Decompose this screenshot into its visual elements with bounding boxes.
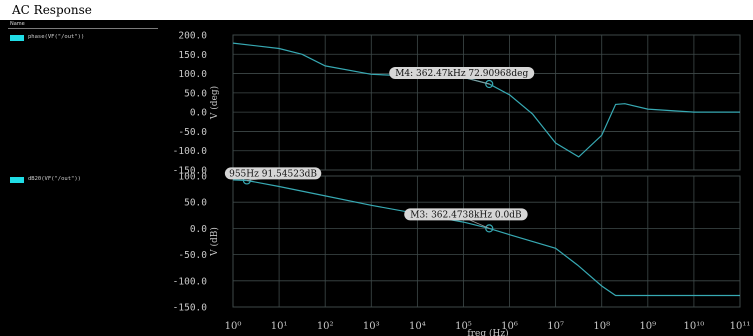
y-tick-label: 50.0: [184, 198, 207, 209]
series-line: [232, 179, 740, 297]
plot-area-background: [0, 20, 753, 336]
y-tick-label: -150.0: [173, 166, 208, 177]
x-tick-label: 10⁷: [547, 321, 564, 332]
marker-label: 955Hz 91.54523dB: [229, 169, 317, 179]
y-tick-label: 200.0: [178, 31, 207, 42]
marker-label-background: [224, 167, 322, 180]
panel-border: [232, 34, 741, 171]
y-tick-label: -150.0: [173, 303, 208, 314]
x-tick-label: 10¹⁰: [684, 321, 705, 332]
x-tick-label: 10⁵: [455, 321, 472, 332]
y-tick-label: -50.0: [178, 127, 207, 138]
window-titlebar: AC Response: [0, 0, 753, 20]
marker-label-background: [389, 67, 535, 80]
x-tick-label: 10¹: [271, 321, 288, 332]
signal-swatch: [10, 177, 24, 183]
y-tick-label: -50.0: [178, 250, 207, 261]
legend-divider: [8, 28, 158, 29]
marker-point: [485, 224, 494, 233]
x-tick-label: 10⁰: [225, 321, 242, 332]
x-tick-label: 10⁴: [409, 321, 426, 332]
signal-label: dB20(VF("/out")): [28, 176, 81, 182]
x-tick-label: 10⁹: [639, 321, 656, 332]
y-tick-label: -100.0: [173, 276, 208, 287]
magnitude-panel: 100.0 50.0 0.0 -50.0 -100.0 -150.0 V (dB) 955Hz…: [173, 167, 751, 336]
marker-point: [485, 79, 494, 89]
signal-swatch: [10, 35, 24, 41]
y-tick-label: 150.0: [178, 50, 207, 61]
series-line: [232, 42, 740, 158]
y-tick-label: -100.0: [173, 146, 208, 157]
x-tick-label: 10⁸: [593, 321, 610, 332]
marker-label-background: [404, 208, 528, 221]
y-tick-label: 100.0: [178, 69, 207, 80]
y-tick-label: 0.0: [190, 108, 207, 119]
window-title: AC Response: [12, 3, 92, 17]
y-axis-label: V (deg): [209, 86, 220, 120]
x-tick-label: 10⁶: [501, 321, 518, 332]
x-axis-label: freq (Hz): [467, 328, 508, 336]
y-tick-label: 50.0: [184, 88, 207, 99]
x-tick-label: 10³: [363, 321, 380, 332]
marker-label: M4: 362.47kHz 72.90968deg: [395, 69, 528, 79]
x-tick-label: 10¹¹: [730, 321, 751, 332]
signal-label: phase(VF("/out")): [28, 34, 85, 40]
y-tick-label: 0.0: [190, 224, 207, 235]
x-tick-label: 10²: [317, 321, 334, 332]
y-axis-label: V (dB): [209, 227, 220, 257]
phase-panel: 200.0 150.0 100.0 50.0 0.0 -50.0 -100.0 -150.0 V…: [173, 31, 741, 177]
marker-label: M3: 362.4738kHz 0.0dB: [410, 210, 522, 220]
panel-border: [232, 175, 741, 308]
legend-header: Name: [10, 21, 25, 27]
y-tick-label: 100.0: [178, 172, 207, 183]
